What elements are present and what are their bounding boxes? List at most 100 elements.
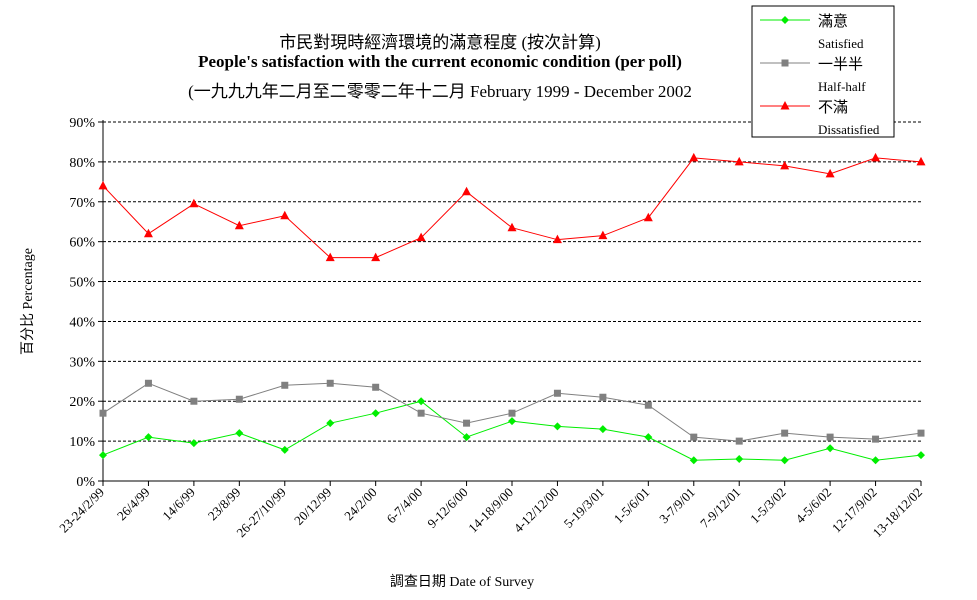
data-point <box>826 444 835 453</box>
legend-marker <box>780 101 790 110</box>
x-tick-label: 14/6/99 <box>159 485 198 524</box>
x-tick-label: 26-27/10/99 <box>233 485 289 541</box>
data-point <box>780 456 789 465</box>
data-point <box>417 409 425 417</box>
y-tick-label: 80% <box>69 156 95 171</box>
x-tick-label: 7-9/12/01 <box>697 485 743 531</box>
data-point <box>326 419 335 428</box>
data-point <box>553 389 561 397</box>
data-point <box>280 445 289 454</box>
y-tick-label: 40% <box>69 315 95 330</box>
data-point <box>190 397 198 405</box>
y-axis-label: 百分比 Percentage <box>20 248 36 355</box>
legend-label-en: Satisfied <box>818 36 864 51</box>
x-tick-label: 9-12/6/00 <box>424 485 470 531</box>
data-point <box>917 429 925 437</box>
data-point <box>371 252 381 262</box>
data-point <box>143 228 153 238</box>
x-tick-label: 20/12/99 <box>291 485 334 528</box>
data-point <box>463 419 471 427</box>
data-point <box>643 212 653 222</box>
legend-label-en: Half-half <box>818 79 866 94</box>
x-tick-label: 26/4/99 <box>114 485 153 524</box>
chart-subtitle: (一九九九年二月至二零零二年十二月 February 1999 - Decemb… <box>188 82 692 101</box>
data-point <box>98 180 108 190</box>
legend-label-zh: 一半半 <box>818 56 863 73</box>
legend-box <box>751 5 895 138</box>
data-point <box>598 230 608 240</box>
data-point <box>417 397 426 406</box>
data-point <box>462 186 472 196</box>
data-point <box>462 433 471 442</box>
data-point <box>644 433 653 442</box>
data-point <box>189 198 199 208</box>
legend-label-zh: 不滿 <box>818 99 848 116</box>
data-point <box>144 433 153 442</box>
legend-label-en: Dissatisfied <box>818 122 880 137</box>
y-tick-label: 20% <box>69 395 95 410</box>
data-point <box>599 393 607 401</box>
x-tick-label: 6-7/4/00 <box>383 485 425 527</box>
y-tick-label: 0% <box>76 475 95 490</box>
data-point <box>690 433 698 441</box>
data-point <box>235 395 243 403</box>
legend-marker <box>781 16 789 24</box>
x-tick-label: 1-5/6/01 <box>611 485 653 527</box>
data-point <box>689 152 699 162</box>
x-tick-label: 4-12/12/00 <box>511 485 562 536</box>
data-point <box>598 425 607 434</box>
x-tick-label: 23/8/99 <box>205 485 244 524</box>
data-point <box>826 433 834 441</box>
legend-label-zh: 滿意 <box>818 12 848 30</box>
x-tick-label: 14-18/9/00 <box>465 485 516 536</box>
data-point <box>780 160 790 170</box>
data-point <box>871 456 880 465</box>
y-tick-label: 70% <box>69 196 95 211</box>
data-point <box>781 429 789 437</box>
series-line-2 <box>102 157 922 259</box>
y-tick-label: 60% <box>69 236 95 251</box>
data-point <box>735 437 743 445</box>
data-point <box>689 456 698 465</box>
data-point <box>99 409 107 417</box>
data-point <box>917 451 925 460</box>
data-point <box>325 252 335 262</box>
x-tick-label: 3-7/9/01 <box>656 485 698 527</box>
data-point <box>825 168 835 178</box>
data-point <box>372 383 380 391</box>
data-point <box>871 152 881 162</box>
x-tick-label: 24/2/00 <box>341 485 380 524</box>
y-tick-label: 30% <box>69 355 95 370</box>
data-point <box>189 439 198 448</box>
data-point <box>235 429 244 438</box>
x-tick-label: 5-19/3/01 <box>561 485 607 531</box>
y-tick-label: 50% <box>69 276 95 291</box>
data-point <box>371 409 380 418</box>
data-point <box>553 422 562 431</box>
data-point <box>508 417 516 426</box>
legend-marker <box>781 59 789 67</box>
data-point <box>508 409 516 417</box>
x-tick-label: 4-5/6/02 <box>792 485 834 527</box>
data-point <box>234 220 244 230</box>
chart-title-en: People's satisfaction with the current e… <box>198 52 682 71</box>
data-point <box>326 379 334 387</box>
data-point <box>872 435 880 443</box>
x-axis-label: 調查日期 Date of Survey <box>390 574 534 590</box>
chart-title-zh: 市民對現時經濟環境的滿意程度 (按次計算) <box>279 33 601 52</box>
data-point <box>281 381 289 389</box>
data-point <box>552 234 562 244</box>
data-point <box>416 232 426 242</box>
x-tick-label: 1-5/3/02 <box>747 485 789 527</box>
data-point <box>99 451 107 460</box>
data-point <box>144 379 152 387</box>
data-point <box>734 156 744 166</box>
data-point <box>280 210 290 220</box>
data-point <box>507 222 517 232</box>
data-point <box>644 401 652 409</box>
x-tick-label: 23-24/2/99 <box>56 485 107 536</box>
y-tick-label: 90% <box>69 116 95 131</box>
y-tick-label: 10% <box>69 435 95 450</box>
data-point <box>916 156 926 166</box>
